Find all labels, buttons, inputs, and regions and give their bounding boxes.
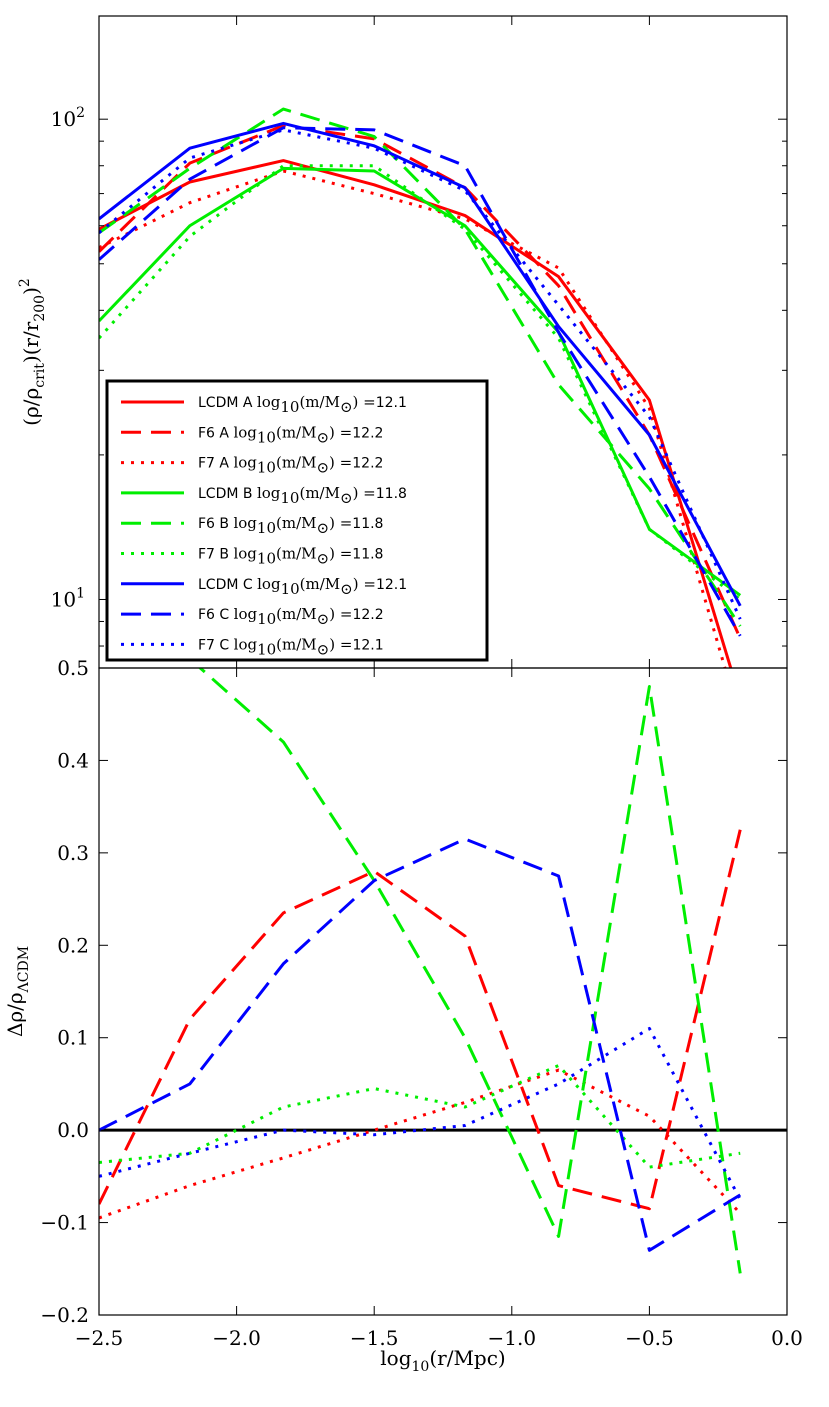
bottom-y-tick-label-5: 0.3 xyxy=(57,841,89,865)
top-panel: 101 102 xyxy=(51,15,788,669)
legend-label-3: LCDM B log10(m/M⊙) =11.8 xyxy=(198,484,407,507)
legend-label-2: F7 A log10(m/M⊙) =12.2 xyxy=(198,454,383,477)
top-y-tick-label-0: 101 xyxy=(51,585,85,611)
top-y-tick-label-1: 102 xyxy=(51,105,85,131)
bottom-series-line-2 xyxy=(197,668,742,1274)
legend-label-4: F6 B log10(m/M⊙) =11.8 xyxy=(198,514,383,537)
top-series-line-4 xyxy=(99,107,742,627)
x-tick-label-5: 0.0 xyxy=(771,1326,803,1350)
bottom-panel: −2.5 −2.0 −1.5 −1.0 −0.5 0.0 −0.2 −0.1 0.0 0.1 0.2… xyxy=(40,656,802,1350)
bottom-y-tick-label-3: 0.1 xyxy=(57,1026,89,1050)
x-axis-label: log10(r/Mpc) xyxy=(380,1346,505,1375)
top-y-axis-label: (ρ/ρcrit)(r/r200)2 xyxy=(17,278,48,426)
legend-label-8: F7 C log10(m/M⊙) =12.1 xyxy=(198,635,384,658)
axis-labels: log10(r/Mpc) (ρ/ρcrit)(r/r200)2 Δρ/ρΛCDM xyxy=(3,278,506,1375)
bottom-y-tick-label-1: −0.1 xyxy=(40,1211,89,1235)
bottom-series-line-1 xyxy=(99,1068,742,1220)
legend-label-7: F6 C log10(m/M⊙) =12.2 xyxy=(198,605,384,628)
bottom-series-group xyxy=(99,668,787,1274)
bottom-series-line-3 xyxy=(99,1063,741,1169)
legend-label-5: F7 B log10(m/M⊙) =11.8 xyxy=(198,545,383,568)
legend-label-0: LCDM A log10(m/M⊙) =12.1 xyxy=(198,393,407,416)
x-tick-label-1: −2.0 xyxy=(212,1326,261,1350)
bottom-y-tick-label-2: 0.0 xyxy=(57,1118,89,1142)
bottom-series-line-4 xyxy=(99,837,741,1252)
x-tick-label-0: −2.5 xyxy=(75,1326,124,1350)
top-series-line-2 xyxy=(99,169,727,668)
legend: LCDM A log10(m/M⊙) =12.1 F6 A log10(m/M⊙)… xyxy=(105,379,489,662)
top-series-group xyxy=(99,107,742,668)
bottom-y-axis-label: Δρ/ρΛCDM xyxy=(3,946,32,1037)
top-series-line-1 xyxy=(99,124,742,639)
x-tick-label-2: −1.5 xyxy=(350,1326,399,1350)
bottom-y-tick-label-6: 0.4 xyxy=(57,748,89,772)
legend-label-1: F6 A log10(m/M⊙) =12.2 xyxy=(198,423,383,446)
bottom-panel-frame xyxy=(98,667,788,1316)
bottom-y-tick-label-7: 0.5 xyxy=(57,656,89,680)
bottom-y-tick-label-4: 0.2 xyxy=(57,933,89,957)
x-tick-label-3: −1.0 xyxy=(488,1326,537,1350)
top-series-line-0 xyxy=(99,159,733,668)
legend-label-6: LCDM C log10(m/M⊙) =12.1 xyxy=(198,575,407,598)
top-series-line-6 xyxy=(99,121,742,607)
bottom-series-line-5 xyxy=(99,1026,742,1201)
bottom-y-tick-label-0: −0.2 xyxy=(40,1303,89,1327)
x-tick-label-4: −0.5 xyxy=(625,1326,674,1350)
bottom-series-line-0 xyxy=(99,829,742,1211)
top-series-line-7 xyxy=(99,126,742,637)
